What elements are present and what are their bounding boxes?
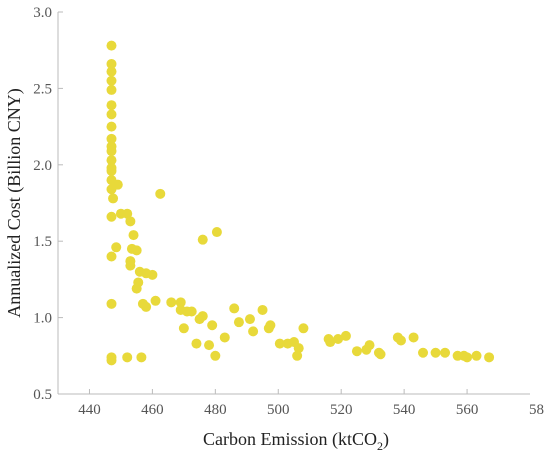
data-point xyxy=(112,179,123,190)
x-tick-label: 480 xyxy=(204,402,227,418)
data-point xyxy=(418,347,429,358)
data-point xyxy=(106,66,117,77)
data-point xyxy=(333,333,344,344)
data-point xyxy=(106,211,117,222)
data-point xyxy=(298,323,309,334)
data-point xyxy=(125,260,136,271)
data-point xyxy=(178,323,189,334)
data-point xyxy=(150,295,161,306)
x-axis-title-main: Carbon Emission (ktCO xyxy=(203,429,377,450)
data-point xyxy=(106,109,117,120)
x-tick-label: 560 xyxy=(456,402,479,418)
data-point xyxy=(430,347,441,358)
data-point xyxy=(147,269,158,280)
data-point xyxy=(106,146,117,157)
data-point xyxy=(293,343,304,354)
data-point xyxy=(265,320,276,331)
data-point xyxy=(125,216,136,227)
data-point xyxy=(471,350,482,361)
data-point xyxy=(106,165,117,176)
x-axis-title-tail: ) xyxy=(383,429,389,450)
y-tick-label: 0.5 xyxy=(33,387,52,403)
data-point xyxy=(257,304,268,315)
data-point xyxy=(233,317,244,328)
data-point xyxy=(136,352,147,363)
data-point xyxy=(364,340,375,351)
data-point xyxy=(375,349,386,360)
data-point xyxy=(248,326,259,337)
y-tick-label: 1.0 xyxy=(33,311,52,327)
axes xyxy=(57,12,530,395)
data-point xyxy=(408,332,419,343)
data-point xyxy=(166,297,177,308)
x-tick-label: 540 xyxy=(393,402,416,418)
data-point xyxy=(204,340,215,351)
data-point xyxy=(219,332,230,343)
data-point xyxy=(111,242,122,253)
data-point xyxy=(106,121,117,132)
data-point xyxy=(122,208,133,219)
data-points xyxy=(106,40,495,366)
data-point xyxy=(131,283,142,294)
data-point xyxy=(340,330,351,341)
data-point xyxy=(106,155,117,166)
data-point xyxy=(108,193,119,204)
data-point xyxy=(155,188,166,199)
y-axis-title: Annualized Cost (Billion CNY) xyxy=(4,88,25,317)
x-tick-label: 58 xyxy=(529,402,544,418)
data-point xyxy=(122,352,133,363)
x-tick-label: 440 xyxy=(78,402,101,418)
data-point xyxy=(229,303,240,314)
data-point xyxy=(211,227,222,238)
data-point xyxy=(175,297,186,308)
data-point xyxy=(325,337,336,348)
data-point xyxy=(207,320,218,331)
data-point xyxy=(106,133,117,144)
data-point xyxy=(484,352,495,363)
data-point xyxy=(106,84,117,95)
data-point xyxy=(106,298,117,309)
data-point xyxy=(197,311,208,322)
data-point xyxy=(274,338,285,349)
y-tick-label: 3.0 xyxy=(33,5,52,21)
data-point xyxy=(106,251,117,262)
data-point xyxy=(186,306,197,317)
y-tick-label: 1.5 xyxy=(33,234,52,250)
data-point xyxy=(244,314,255,325)
x-axis-title: Carbon Emission (ktCO2) xyxy=(203,429,389,453)
x-ticks: 440 460 480 500 520 540 560 58 xyxy=(78,389,544,418)
data-point xyxy=(197,234,208,245)
x-tick-label: 460 xyxy=(141,402,164,418)
data-point xyxy=(440,347,451,358)
x-tick-label: 520 xyxy=(330,402,353,418)
data-point xyxy=(292,350,303,361)
data-point xyxy=(128,230,139,241)
data-point xyxy=(106,355,117,366)
x-axis-title-subscript: 2 xyxy=(377,439,383,453)
data-point xyxy=(106,100,117,111)
data-point xyxy=(106,75,117,86)
y-ticks: 0.5 1.0 1.5 2.0 2.5 3.0 xyxy=(33,5,63,403)
data-point xyxy=(210,350,221,361)
data-point xyxy=(395,335,406,346)
y-tick-label: 2.5 xyxy=(33,81,52,97)
data-point xyxy=(106,58,117,69)
x-tick-label: 500 xyxy=(267,402,290,418)
data-point xyxy=(462,352,473,363)
data-point xyxy=(141,301,152,312)
data-point xyxy=(191,338,202,349)
data-point xyxy=(106,40,117,51)
data-point xyxy=(351,346,362,357)
y-tick-label: 2.0 xyxy=(33,158,52,174)
data-point xyxy=(131,245,142,256)
